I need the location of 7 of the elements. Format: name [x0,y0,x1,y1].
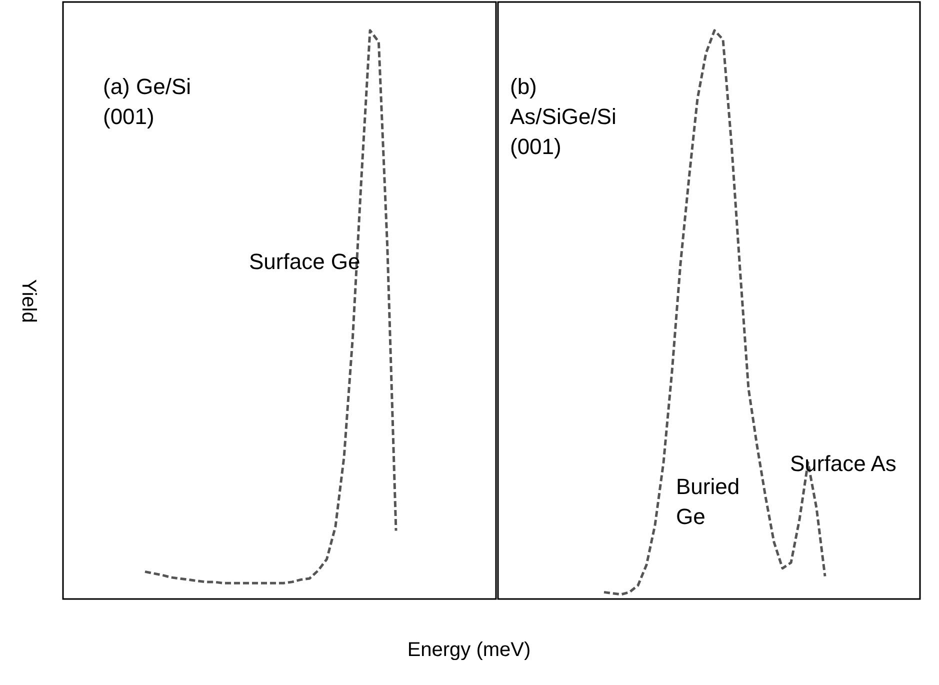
annotation: (a) Ge/Si (001) [103,74,192,129]
annotation: Surface Ge [249,249,360,274]
annotation: Buried Ge [676,474,740,529]
x-axis-title: Energy (meV) [407,638,531,661]
annotation: (b) As/SiGe/Si (001) [510,74,616,159]
y-axis-title: Yield [18,279,40,323]
annotation: Surface As [790,451,896,476]
